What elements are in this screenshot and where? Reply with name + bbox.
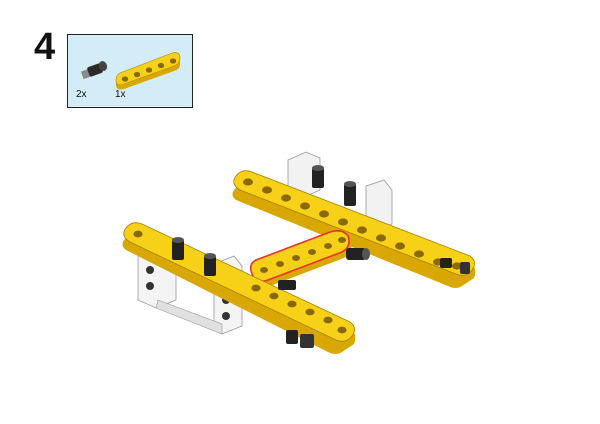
part-quantity: 1x	[115, 89, 126, 100]
front-beam-pins	[172, 237, 314, 348]
yellow-beam-icon	[115, 52, 181, 90]
parts-callout: 2x 1x	[67, 34, 193, 108]
new-connecting-beam	[249, 229, 370, 288]
step-number: 4	[34, 26, 56, 68]
black-pin-icon	[80, 61, 108, 80]
top-yellow-beam	[232, 170, 476, 288]
parts-illustration	[80, 52, 181, 90]
part-quantity: 2x	[76, 89, 87, 100]
top-beam-pins	[312, 165, 470, 274]
